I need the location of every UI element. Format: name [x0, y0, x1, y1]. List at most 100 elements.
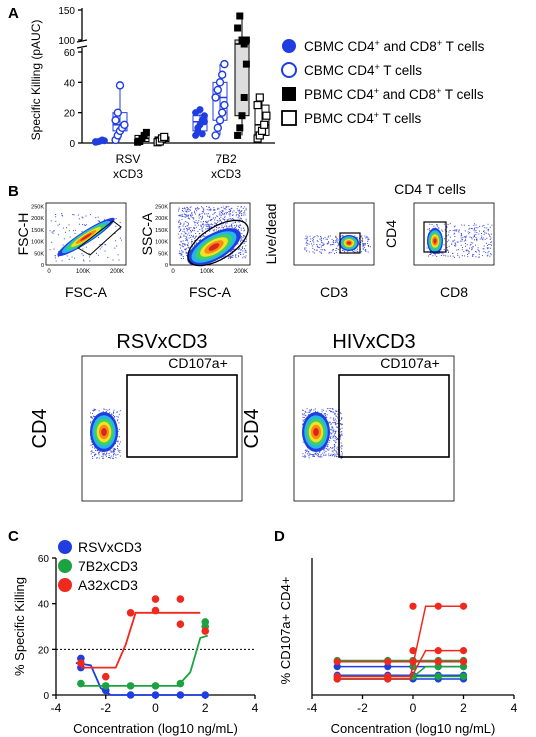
- event-dot: [101, 246, 103, 248]
- event-dot: [240, 218, 242, 220]
- event-dot: [304, 249, 306, 251]
- event-dot: [461, 249, 463, 251]
- tick-label: 250K: [31, 205, 44, 211]
- event-dot: [337, 239, 339, 241]
- event-dot: [242, 247, 244, 249]
- event-dot: [317, 241, 319, 243]
- event-dot: [117, 254, 119, 256]
- data-point: [238, 112, 246, 120]
- event-dot: [212, 214, 214, 216]
- legend-label: CBMC CD4+ and CD8+ T cells: [304, 38, 485, 54]
- event-dot: [453, 245, 455, 247]
- event-dot: [306, 244, 308, 246]
- event-dot: [190, 215, 192, 217]
- event-dot: [237, 206, 239, 208]
- event-dot: [59, 223, 61, 225]
- event-dot: [336, 438, 338, 440]
- event-dot: [196, 226, 198, 228]
- event-dot: [328, 455, 330, 457]
- event-dot: [185, 239, 187, 241]
- event-dot: [466, 250, 468, 252]
- event-dot: [332, 454, 334, 456]
- event-dot: [208, 226, 210, 228]
- event-dot: [474, 244, 476, 246]
- event-dot: [487, 230, 489, 232]
- event-dot: [470, 241, 472, 243]
- event-dot: [245, 220, 247, 222]
- event-dot: [117, 454, 119, 456]
- event-dot: [209, 230, 211, 232]
- event-dot: [457, 249, 459, 251]
- event-dot: [197, 221, 199, 223]
- event-dot: [456, 241, 458, 243]
- event-dot: [224, 217, 226, 219]
- y-tick-label: 0: [69, 139, 75, 150]
- event-dot: [178, 227, 180, 229]
- event-dot: [92, 456, 94, 458]
- event-dot: [94, 455, 96, 457]
- event-dot: [184, 232, 186, 234]
- event-dot: [218, 220, 220, 222]
- event-dot: [335, 250, 337, 252]
- x-axis-label: FSC-A: [189, 284, 232, 300]
- event-dot: [472, 236, 474, 238]
- event-dot: [244, 241, 246, 243]
- event-dot: [316, 245, 318, 247]
- event-dot: [325, 450, 327, 452]
- event-dot: [339, 436, 341, 438]
- tick-label: 200K: [234, 269, 248, 275]
- event-dot: [112, 451, 114, 453]
- event-dot: [333, 429, 335, 431]
- event-dot: [440, 254, 442, 256]
- event-dot: [217, 208, 219, 210]
- x-tick-label: 4: [511, 701, 518, 715]
- axis-break-mark: [76, 45, 88, 49]
- event-dot: [334, 412, 336, 414]
- event-dot: [92, 457, 94, 459]
- event-dot: [206, 206, 208, 208]
- event-dot: [242, 214, 244, 216]
- event-dot: [187, 215, 189, 217]
- event-dot: [327, 444, 329, 446]
- event-dot: [61, 214, 63, 216]
- event-dot: [302, 453, 304, 455]
- tick-label: 150K: [155, 228, 168, 234]
- event-dot: [95, 217, 97, 219]
- data-point: [211, 93, 220, 102]
- data-point: [211, 131, 220, 140]
- event-dot: [194, 243, 196, 245]
- event-dot: [98, 220, 100, 222]
- event-dot: [82, 259, 84, 261]
- event-dot: [93, 416, 95, 418]
- event-dot: [66, 255, 68, 257]
- event-dot: [230, 218, 232, 220]
- density-contour: [313, 428, 319, 436]
- event-dot: [202, 223, 204, 225]
- event-dot: [476, 232, 478, 234]
- event-dot: [183, 243, 185, 245]
- event-dot: [55, 216, 57, 218]
- event-dot: [331, 427, 333, 429]
- event-dot: [186, 206, 188, 208]
- event-dot: [82, 248, 84, 250]
- event-dot: [185, 236, 187, 238]
- event-dot: [454, 229, 456, 231]
- event-dot: [55, 220, 57, 222]
- event-dot: [194, 237, 196, 239]
- event-dot: [309, 235, 311, 237]
- x-axis-label: CD3: [320, 284, 348, 300]
- event-dot: [189, 230, 191, 232]
- event-dot: [214, 224, 216, 226]
- data-point: [151, 682, 160, 690]
- event-dot: [185, 238, 187, 240]
- data-point: [255, 93, 264, 102]
- y-axis-label: % Specific Killing: [12, 577, 27, 676]
- event-dot: [329, 440, 331, 442]
- event-dot: [113, 416, 115, 418]
- event-dot: [304, 456, 306, 458]
- event-dot: [451, 243, 453, 245]
- event-dot: [448, 250, 450, 252]
- event-dot: [303, 413, 305, 415]
- event-dot: [468, 251, 470, 253]
- event-dot: [334, 437, 336, 439]
